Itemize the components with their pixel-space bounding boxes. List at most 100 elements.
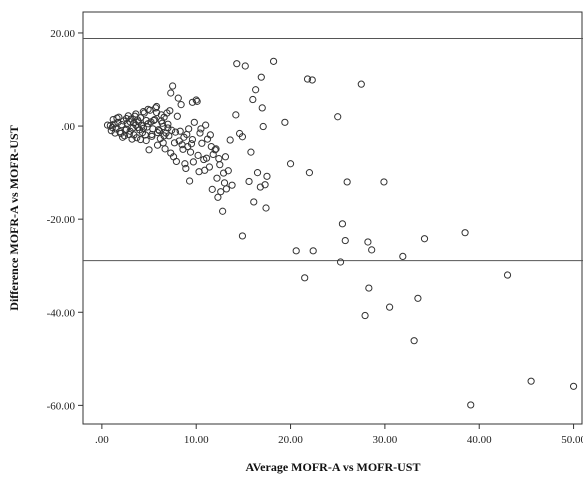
x-tick-label: 30.00 [373,434,398,446]
data-point [169,82,177,90]
data-point [121,126,130,134]
data-point [253,169,262,177]
data-point [386,303,394,311]
data-point [122,125,130,133]
data-point [157,117,165,125]
data-point [196,129,204,137]
data-point [257,73,265,81]
data-point [181,160,189,168]
x-tick-label: 10.00 [184,434,209,446]
data-point [301,274,309,282]
data-point [216,161,224,169]
data-point [206,131,214,139]
y-axis-title: Difference MOFR-A vs MOFR-UST [7,125,21,310]
data-point [110,120,118,128]
data-point [303,75,312,83]
data-point [336,258,345,266]
data-point [144,105,152,113]
data-point [215,155,223,163]
data-point [188,135,197,144]
data-point [186,148,195,156]
x-tick-label: 50.00 [561,434,583,446]
data-point [186,177,194,185]
data-point [192,96,200,104]
data-point [343,178,351,186]
data-point [155,127,164,135]
y-tick-label: .00 [61,121,75,133]
data-point [134,123,142,132]
data-point [361,311,369,320]
data-point [309,247,317,255]
data-point [247,148,255,156]
data-point [414,294,422,302]
data-point [167,89,175,97]
data-point [503,271,512,279]
data-point [194,151,202,159]
data-point [205,163,214,171]
data-point [140,109,148,117]
data-points [103,57,578,409]
data-point [269,57,278,65]
y-tick-label: 20.00 [50,28,75,40]
data-point [228,181,236,189]
x-axis-title: AVerage MOFR-A vs MOFR-UST [246,460,421,474]
data-point [213,174,221,182]
data-point [168,126,176,134]
data-point [182,164,190,173]
x-tick-label: 40.00 [467,434,492,446]
data-point [341,236,349,245]
y-tick-label: -60.00 [47,400,76,412]
data-point [202,154,211,162]
data-point [180,133,188,141]
data-point [292,247,300,255]
data-point [250,198,258,206]
data-point [222,185,230,193]
data-point [241,62,249,70]
data-point [174,94,182,102]
data-point [256,183,264,191]
data-point [126,118,134,126]
data-point [106,121,114,130]
data-point [212,145,220,153]
data-point [527,377,535,385]
data-point [245,177,253,186]
data-point [167,149,175,157]
data-point [410,337,418,345]
data-point [163,109,171,117]
data-point [142,116,150,125]
data-point [165,132,173,140]
data-point [286,160,295,168]
data-point [236,129,244,138]
x-axis-ticks: .00 10.00 20.00 30.00 40.00 50.00 [95,424,583,446]
data-point [380,178,388,186]
data-point [145,146,153,154]
data-point [136,135,145,144]
data-point [151,115,159,124]
data-point [308,76,316,84]
data-point [148,132,156,140]
data-point [209,150,217,159]
data-point [365,284,373,292]
data-point [219,169,228,177]
data-point [190,118,198,126]
data-point [357,80,365,88]
data-point [461,229,469,237]
data-point [152,102,161,111]
data-point [338,220,347,228]
data-point [119,133,127,141]
data-point [185,125,193,133]
data-point [161,145,169,153]
data-point [262,204,270,212]
data-point [420,235,429,243]
data-point [211,146,219,154]
data-point [219,207,227,215]
data-point [107,127,115,135]
data-point [117,129,125,138]
data-point [126,127,134,135]
x-tick-label: .00 [95,434,109,446]
data-point [172,157,180,166]
data-point [128,135,136,143]
y-axis-ticks: 20.00 .00 -20.00 -40.00 -60.00 [47,28,83,412]
data-point [220,179,229,187]
